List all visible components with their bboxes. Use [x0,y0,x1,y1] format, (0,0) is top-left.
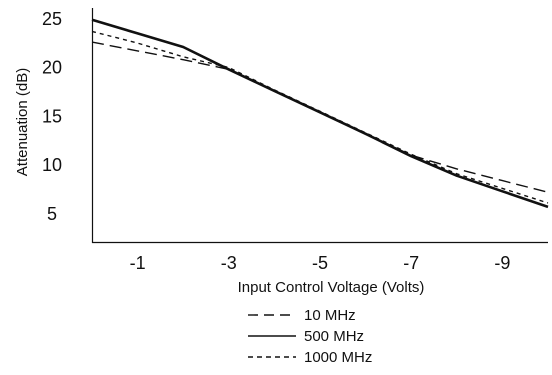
x-tick-label: -9 [494,253,510,273]
legend-label: 500 MHz [304,328,364,345]
series-lines [91,18,549,209]
y-tick-label: 5 [47,204,57,224]
legend: 10 MHz 500 MHz 1000 MHz [248,307,372,366]
y-tick-label: 25 [42,9,62,29]
y-tick-labels: 5 10 15 20 25 [42,9,62,224]
x-tick-label: -1 [130,253,146,273]
x-axis-title: Input Control Voltage (Volts) [238,279,425,296]
axes [91,8,548,244]
x-tick-label: -7 [403,253,419,273]
y-tick-label: 10 [42,155,62,175]
series-line-0 [91,41,549,193]
x-tick-label: -3 [221,253,237,273]
x-tick-labels: -1 -3 -5 -7 -9 [130,253,511,273]
x-tick-label: -5 [312,253,328,273]
y-axis-title: Attenuation (dB) [14,68,31,176]
legend-label: 10 MHz [304,307,356,324]
legend-label: 1000 MHz [304,349,372,366]
series-line-2 [91,30,549,204]
y-tick-label: 20 [42,58,62,78]
series-line-1 [91,18,549,209]
y-tick-label: 15 [42,106,62,126]
